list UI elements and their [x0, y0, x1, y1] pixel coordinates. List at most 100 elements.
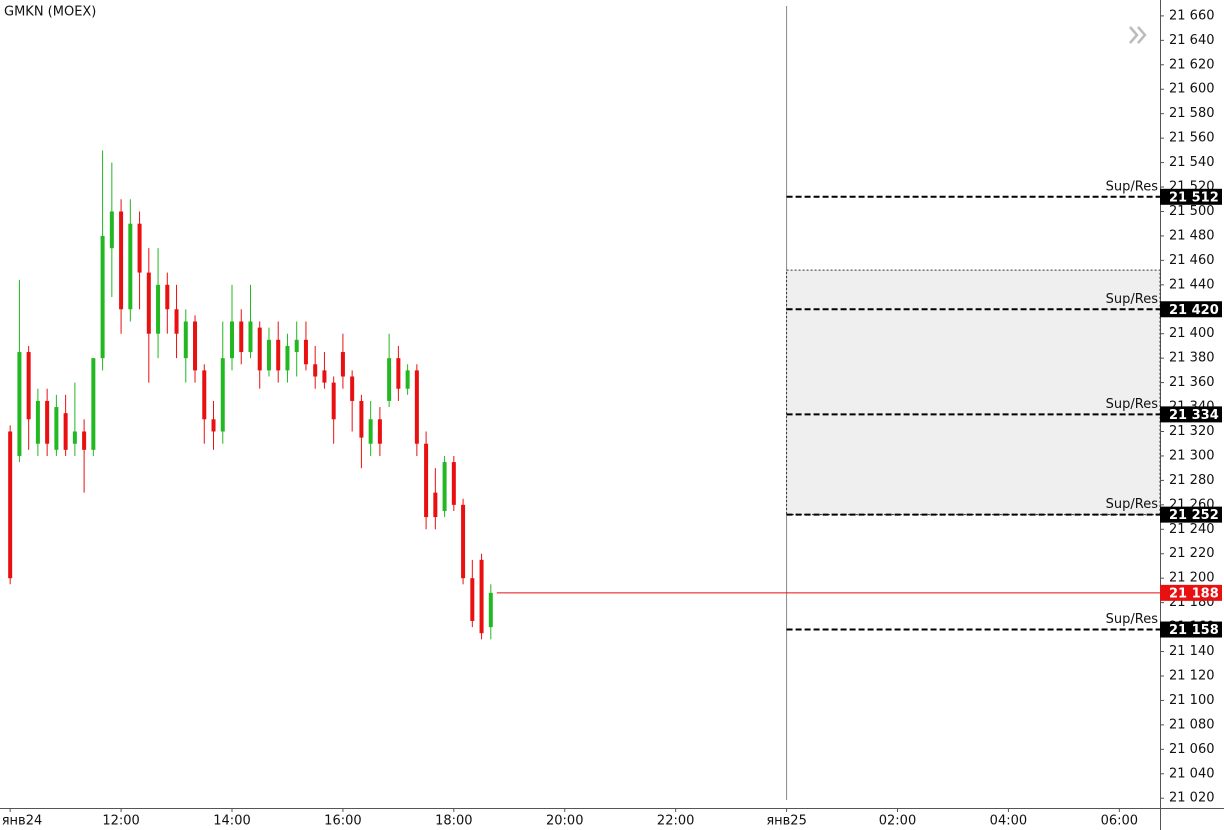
candle-body	[294, 339, 299, 353]
level-label: 21 252	[1169, 508, 1219, 523]
y-tick-label: 21 560	[1169, 131, 1215, 146]
candle-body	[396, 358, 401, 389]
candle-body	[377, 419, 382, 444]
level-label: 21 158	[1169, 623, 1219, 638]
y-tick-label: 21 040	[1169, 766, 1215, 781]
y-tick-label: 21 460	[1169, 253, 1215, 268]
candle-body	[72, 431, 77, 444]
y-tick-label: 21 320	[1169, 424, 1215, 439]
level-name: Sup/Res	[1106, 497, 1159, 512]
level-box	[1160, 621, 1222, 638]
y-tick-label: 21 360	[1169, 375, 1215, 390]
y-tick-label: 21 660	[1169, 8, 1215, 23]
candle-body	[35, 400, 40, 444]
candle-body	[109, 211, 114, 249]
y-tick-label: 21 500	[1169, 204, 1215, 219]
candle-body	[183, 321, 188, 359]
candle-body	[211, 419, 216, 432]
x-tick-label: 16:00	[324, 814, 361, 829]
candle-body	[340, 352, 345, 377]
candle-body	[239, 321, 244, 353]
level-name: Sup/Res	[1106, 292, 1159, 307]
chart-title: GMKN (MOEX)	[4, 5, 96, 20]
candle-body	[303, 339, 308, 365]
y-tick-label: 21 100	[1169, 693, 1215, 708]
candle-body	[405, 370, 410, 389]
y-tick-label: 21 640	[1169, 33, 1215, 48]
candle-body	[414, 370, 419, 444]
y-tick-label: 21 440	[1169, 277, 1215, 292]
x-tick-label: 18:00	[435, 814, 472, 829]
candle-body	[424, 443, 429, 518]
level-name: Sup/Res	[1106, 397, 1159, 412]
candle-body	[119, 211, 124, 310]
candle-body	[202, 370, 207, 420]
candle-body	[276, 339, 281, 371]
level-box	[1160, 506, 1222, 523]
x-tick-label: янв25	[766, 814, 807, 829]
candle-body	[91, 358, 96, 450]
candle-body	[128, 223, 133, 310]
last-price-label: 21 188	[1169, 586, 1219, 601]
y-tick-label: 21 020	[1169, 791, 1215, 806]
y-tick-label: 21 220	[1169, 546, 1215, 561]
candle-body	[266, 339, 271, 371]
y-tick-label: 21 300	[1169, 448, 1215, 463]
candle-body	[479, 559, 484, 634]
x-tick-label: 22:00	[657, 814, 694, 829]
x-tick-label: 12:00	[102, 814, 139, 829]
candle-body	[322, 370, 327, 383]
candle-body	[451, 462, 456, 505]
y-tick-label: 21 400	[1169, 326, 1215, 341]
candle-body	[257, 327, 262, 371]
x-tick-label: янв24	[2, 814, 43, 829]
level-label: 21 420	[1169, 303, 1219, 318]
level-name: Sup/Res	[1106, 612, 1159, 627]
zone	[786, 269, 1161, 516]
candle-body	[285, 345, 290, 371]
x-tick-label: 14:00	[213, 814, 250, 829]
candle-body	[100, 235, 105, 359]
candle-body	[470, 578, 475, 621]
y-tick-label: 21 080	[1169, 717, 1215, 732]
candle-body	[248, 321, 253, 353]
level-box	[1160, 406, 1222, 423]
level-label: 21 512	[1169, 190, 1219, 205]
y-tick-label: 21 140	[1169, 644, 1215, 659]
candle-body	[137, 223, 142, 273]
y-tick-label: 21 620	[1169, 57, 1215, 72]
candle-body	[350, 376, 355, 401]
candle-body	[174, 309, 179, 334]
collapse-icon[interactable]	[1129, 26, 1147, 44]
candle-body	[461, 504, 466, 579]
candle-body	[220, 358, 225, 432]
x-tick-label: 06:00	[1101, 814, 1138, 829]
candle-body	[368, 419, 373, 444]
candle-body	[433, 492, 438, 518]
candle-body	[45, 400, 50, 444]
y-tick-label: 21 380	[1169, 351, 1215, 366]
candle-body	[8, 431, 13, 579]
candle-body	[156, 284, 161, 334]
y-tick-label: 21 200	[1169, 571, 1215, 586]
candle-body	[359, 400, 364, 438]
candle-body	[165, 284, 170, 310]
y-tick-label: 21 480	[1169, 228, 1215, 243]
candle-body	[331, 382, 336, 420]
y-tick-label: 21 580	[1169, 106, 1215, 121]
x-tick-label: 20:00	[546, 814, 583, 829]
y-tick-label: 21 240	[1169, 522, 1215, 537]
candle-body	[488, 592, 493, 628]
candle-body	[230, 321, 234, 359]
level-label: 21 334	[1169, 408, 1219, 423]
y-tick-label: 21 280	[1169, 473, 1215, 488]
x-tick-label: 02:00	[879, 814, 916, 829]
y-tick-label: 21 600	[1169, 82, 1215, 97]
y-tick-label: 21 120	[1169, 668, 1215, 683]
candle-body	[146, 272, 151, 334]
candle-body	[313, 364, 318, 377]
candle-body	[193, 321, 198, 371]
level-box	[1160, 188, 1222, 205]
candle-body	[442, 462, 447, 511]
